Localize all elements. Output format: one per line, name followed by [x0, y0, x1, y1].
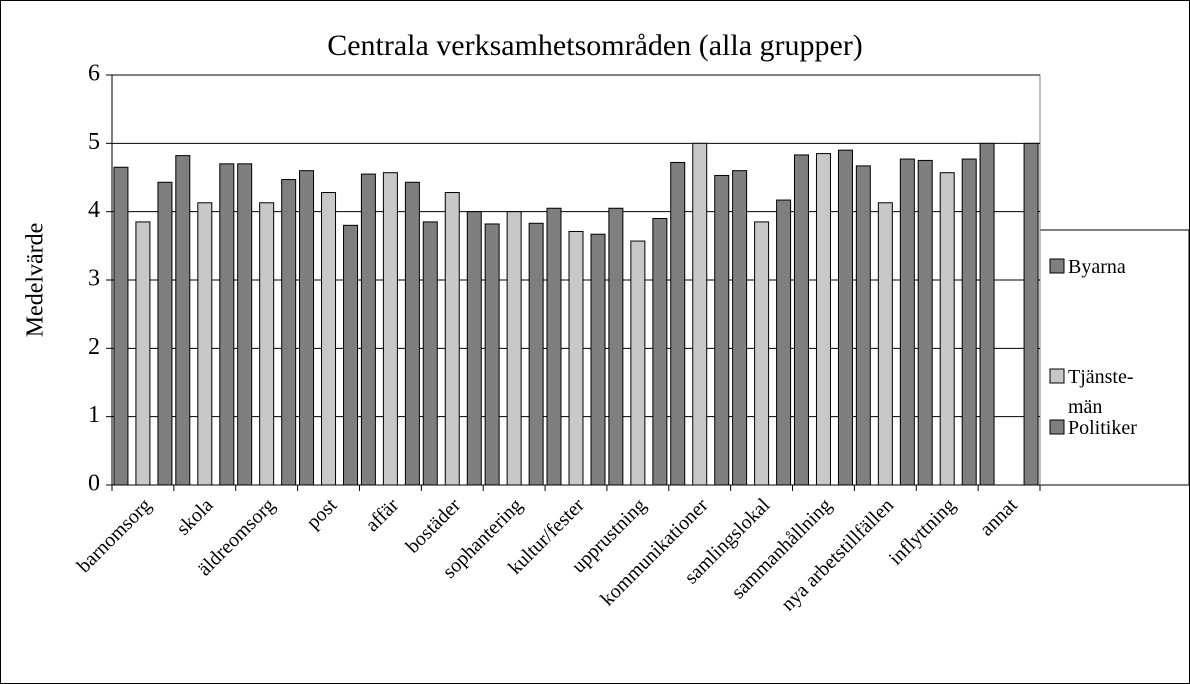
- bar: [590, 233, 606, 486]
- x-tick-label: inflyttning: [885, 494, 960, 569]
- bar: [135, 221, 151, 486]
- bar: [404, 181, 420, 486]
- y-tick-label: 4: [88, 197, 100, 223]
- bar: [281, 179, 297, 486]
- bar: [466, 211, 482, 486]
- bar: [877, 202, 893, 486]
- bar: [113, 166, 129, 486]
- y-tick-label: 5: [88, 129, 100, 155]
- x-tick-label: annat: [976, 494, 1022, 540]
- bar: [299, 170, 315, 486]
- x-tick-label: post: [302, 494, 341, 533]
- x-tick-label: nya arbetstillfällen: [777, 494, 898, 615]
- legend-label: Tjänste-män: [1068, 366, 1134, 418]
- bar: [815, 153, 831, 486]
- legend-label: Politiker: [1068, 417, 1137, 439]
- bar: [484, 223, 500, 486]
- bar: [1023, 142, 1039, 486]
- x-tick-label: bostäder: [402, 494, 466, 558]
- bar: [360, 173, 376, 486]
- bar: [961, 158, 977, 486]
- bar: [670, 161, 686, 486]
- bar: [568, 230, 584, 486]
- bar: [259, 202, 275, 486]
- bar: [237, 163, 253, 486]
- bar: [776, 199, 792, 486]
- bar: [855, 165, 871, 486]
- bar: [175, 155, 191, 486]
- y-axis-label: Medelvärde: [23, 223, 49, 338]
- bar: [219, 163, 235, 486]
- bar: [692, 142, 708, 486]
- y-tick-label: 6: [88, 61, 100, 87]
- bar: [714, 174, 730, 486]
- bar: [422, 221, 438, 486]
- bar: [979, 142, 995, 486]
- x-tick-label: affär: [361, 494, 403, 536]
- x-tick-label: skola: [172, 494, 217, 539]
- bar: [837, 149, 853, 486]
- chart-title: Centrala verksamhetsområden (alla gruppe…: [327, 29, 863, 62]
- legend-swatch: [1049, 419, 1065, 435]
- bar: [899, 158, 915, 486]
- bar: [197, 202, 213, 486]
- x-tick-label: kommunikationer: [596, 494, 712, 610]
- bar: [506, 211, 522, 486]
- bar: [630, 240, 646, 486]
- y-tick-label: 1: [88, 402, 100, 428]
- y-tick-label: 3: [88, 266, 100, 292]
- legend-swatch: [1049, 368, 1065, 384]
- legend-label: Byarna: [1068, 256, 1126, 278]
- bar: [528, 222, 544, 486]
- legend-swatch: [1049, 258, 1065, 274]
- y-tick-label: 0: [88, 471, 100, 497]
- bar: [546, 207, 562, 486]
- bar: [652, 218, 668, 486]
- bar: [444, 192, 460, 486]
- bar: [157, 181, 173, 486]
- bar: [939, 172, 955, 486]
- bar: [608, 207, 624, 486]
- bar: [793, 154, 809, 486]
- bar: [917, 159, 933, 486]
- bar: [732, 170, 748, 486]
- bar: [754, 221, 770, 486]
- y-tick-label: 2: [88, 334, 100, 360]
- bar: [382, 172, 398, 486]
- bar: [321, 192, 337, 486]
- x-tick-label: barnomsorg: [73, 494, 156, 577]
- legend-box: [1039, 229, 1190, 486]
- bar: [343, 224, 359, 486]
